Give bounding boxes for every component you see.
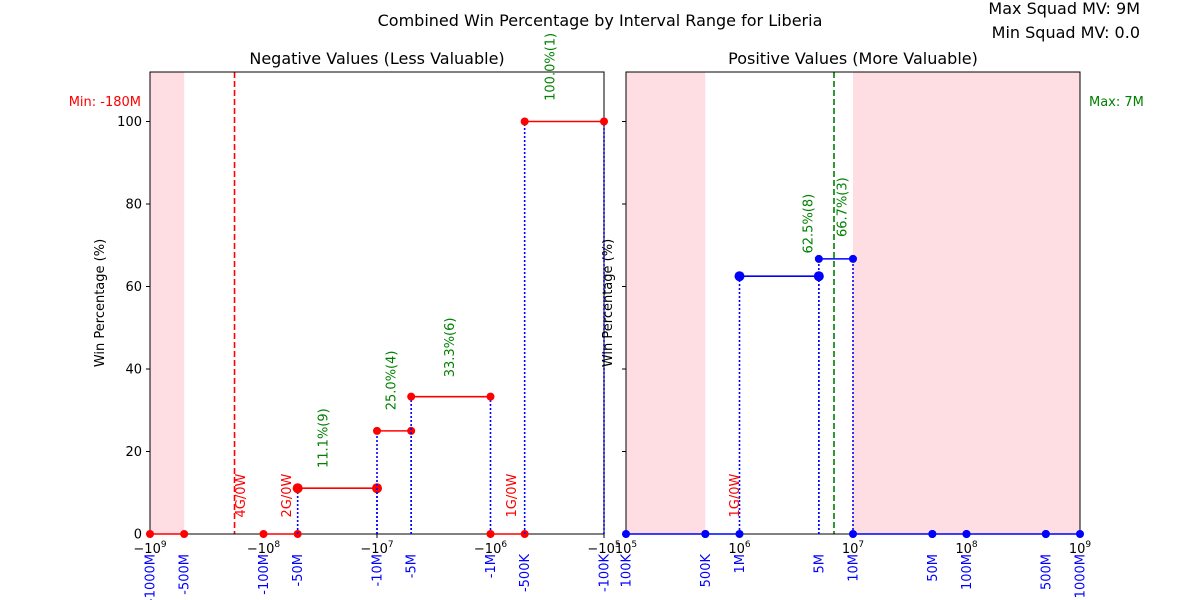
segment-start-point xyxy=(146,530,154,538)
segment-start-point xyxy=(849,530,857,538)
interval-label: 50M xyxy=(926,554,941,582)
segment-end-point xyxy=(407,426,416,435)
interval-label: -1000M xyxy=(144,554,159,600)
shaded-interval-1 xyxy=(853,72,1080,534)
data-annotation: 2G/0W xyxy=(280,474,295,518)
interval-label: -1M xyxy=(484,554,499,578)
positive-panel-ylabel: Win Percentage (%) xyxy=(601,239,616,367)
x-tick-exponent: 7 xyxy=(388,540,394,550)
segment-end-point xyxy=(486,392,495,401)
x-tick-exponent: 8 xyxy=(274,540,280,550)
interval-label: -500M xyxy=(178,554,193,595)
x-tick-exponent: 6 xyxy=(745,540,751,550)
shaded-interval-0 xyxy=(626,72,706,534)
x-tick-exponent: 6 xyxy=(501,540,507,550)
negative-panel-title: Negative Values (Less Valuable) xyxy=(249,49,504,68)
data-annotation: 4G/0W xyxy=(234,474,249,518)
interval-label: 100K xyxy=(620,554,635,588)
x-tick-exponent: 8 xyxy=(972,540,978,550)
interval-label: -500K xyxy=(518,554,533,593)
x-tick-exponent: 9 xyxy=(161,540,167,550)
x-tick-exponent: 5 xyxy=(615,540,621,550)
x-tick-exponent: 7 xyxy=(858,540,864,550)
shaded-interval-0 xyxy=(150,72,185,534)
segment-start-point xyxy=(734,271,745,282)
y-tick-label: 100 xyxy=(117,115,142,130)
y-tick-label: 40 xyxy=(125,363,142,378)
segment-start-point xyxy=(292,483,303,494)
segment-start-point xyxy=(962,530,971,538)
interval-label: -50M xyxy=(291,554,306,586)
segment-start-point xyxy=(622,530,630,538)
interval-label: 500K xyxy=(699,554,714,588)
interval-label: 1000M xyxy=(1074,554,1089,598)
segment-start-point xyxy=(1041,530,1050,538)
figure-title: Combined Win Percentage by Interval Rang… xyxy=(378,11,823,30)
negative-panel-ylabel: Win Percentage (%) xyxy=(93,239,108,367)
interval-label: -100K xyxy=(598,554,613,593)
y-tick-label: 20 xyxy=(125,445,142,460)
positive-panel-title: Positive Values (More Valuable) xyxy=(728,49,978,68)
negative-values-panel: Negative Values (Less Valuable) Win Perc… xyxy=(69,33,621,600)
data-annotation: 25.0%(4) xyxy=(385,351,400,411)
x-tick-label: −108 xyxy=(247,540,280,557)
segment-start-point xyxy=(520,117,529,126)
min-reference-label: Min: -180M xyxy=(69,95,141,110)
y-tick-label: 0 xyxy=(134,528,142,543)
x-tick-label: −107 xyxy=(360,540,393,557)
data-annotation: 62.5%(8) xyxy=(801,194,816,254)
data-annotation: 33.3%(6) xyxy=(443,318,458,378)
segment-start-point xyxy=(486,530,495,538)
segment-end-point xyxy=(600,117,608,126)
interval-label: 5M xyxy=(812,554,827,574)
interval-label: 10M xyxy=(847,554,862,582)
interval-label: 500M xyxy=(1039,554,1054,590)
segment-start-point xyxy=(407,392,416,401)
data-annotation: 11.1%(9) xyxy=(316,408,331,468)
segment-end-point xyxy=(849,254,857,263)
data-annotation: 100.0%(1) xyxy=(543,33,558,101)
segment-start-point xyxy=(814,254,823,263)
min-squad-mv-label: Min Squad MV: 0.0 xyxy=(992,23,1140,42)
data-annotation: 1G/0W xyxy=(505,474,520,518)
segment-start-point xyxy=(373,426,381,435)
x-tick-label: −105 xyxy=(587,540,620,557)
segment-start-point xyxy=(259,530,268,538)
x-tick-label: −106 xyxy=(474,540,507,557)
x-tick-exponent: 9 xyxy=(1085,540,1091,550)
segment-start-point xyxy=(928,530,937,538)
x-tick-exponent: 5 xyxy=(631,540,637,550)
interval-label: -5M xyxy=(405,554,420,578)
max-reference-label: Max: 7M xyxy=(1089,95,1144,110)
interval-label: 1M xyxy=(733,554,748,574)
segment-end-point xyxy=(1076,530,1084,538)
positive-values-panel: Positive Values (More Valuable) Win Perc… xyxy=(601,49,1144,598)
y-tick-label: 60 xyxy=(125,280,142,295)
interval-label: -10M xyxy=(371,554,386,586)
y-tick-label: 80 xyxy=(125,198,142,213)
x-tick-label: −109 xyxy=(133,540,166,557)
data-annotation: 66.7%(3) xyxy=(836,177,851,237)
max-squad-mv-label: Max Squad MV: 9M xyxy=(988,0,1140,18)
interval-label: 100M xyxy=(960,554,975,590)
interval-label: -100M xyxy=(257,554,272,595)
segment-end-point xyxy=(180,530,189,538)
data-annotation: 1G/0W xyxy=(728,474,743,518)
segment-start-point xyxy=(701,530,710,538)
